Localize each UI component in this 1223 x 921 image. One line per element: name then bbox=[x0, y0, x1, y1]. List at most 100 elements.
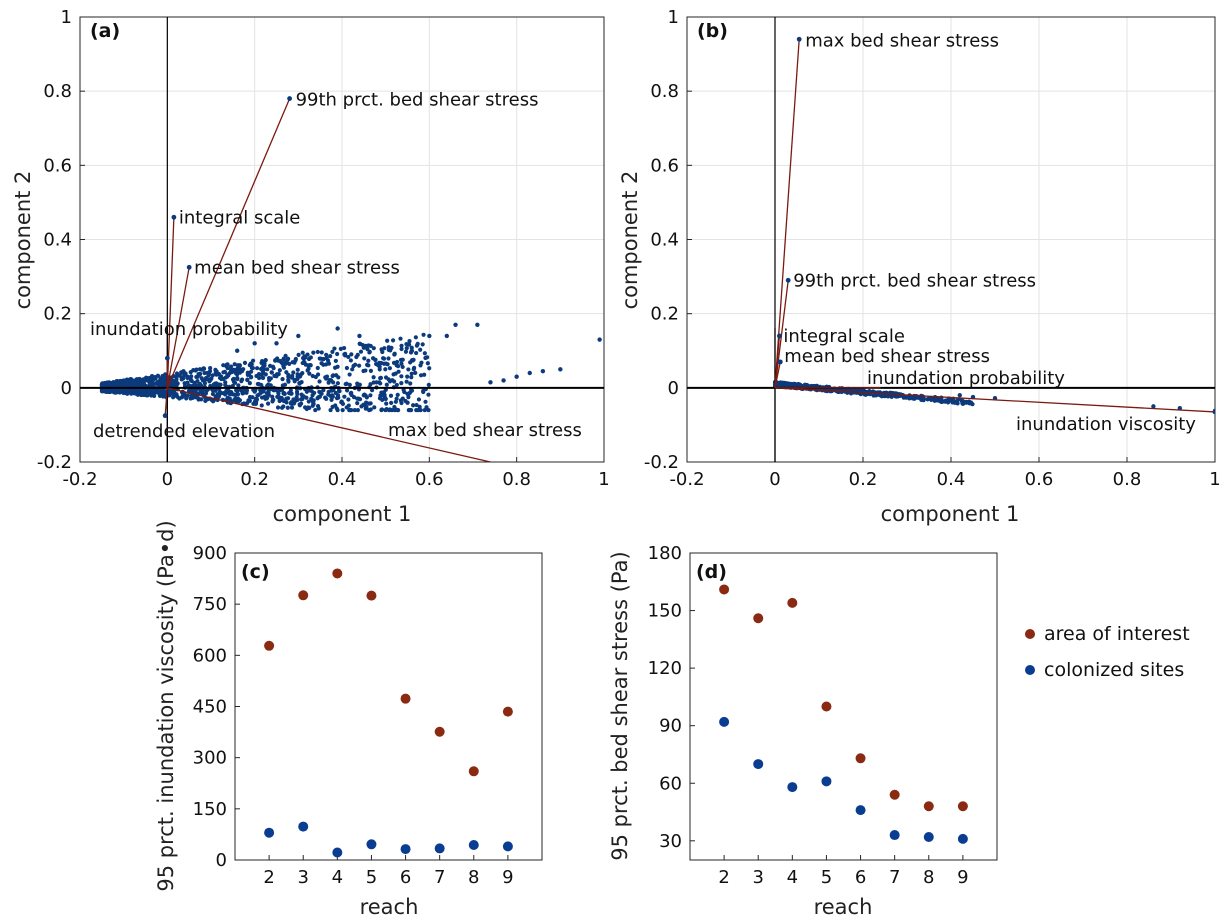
a-score-point bbox=[371, 375, 376, 380]
c-ytick-label-0: 0 bbox=[216, 850, 227, 871]
a-score-point bbox=[346, 397, 351, 402]
a-score-point bbox=[426, 392, 431, 397]
a-score-point bbox=[421, 332, 426, 337]
a-score-outlier-17 bbox=[252, 341, 257, 346]
d-point-1-4 bbox=[855, 805, 866, 816]
a-score-point bbox=[409, 388, 415, 393]
a-score-point bbox=[224, 388, 229, 394]
a-score-point bbox=[355, 401, 360, 406]
a-score-point bbox=[271, 366, 276, 371]
a-score-point bbox=[418, 363, 423, 368]
c-xtick-label-1: 3 bbox=[297, 867, 308, 888]
a-score-point bbox=[399, 374, 404, 379]
a-score-point bbox=[382, 392, 387, 397]
a-score-point bbox=[372, 405, 377, 410]
a-score-point bbox=[365, 346, 370, 352]
a-score-outlier-5 bbox=[501, 378, 506, 383]
a-score-point bbox=[342, 394, 347, 399]
b-loading-label-1: 99th prct. bed shear stress bbox=[793, 270, 1036, 291]
a-score-point bbox=[368, 368, 374, 373]
a-score-point bbox=[155, 389, 160, 395]
a-score-point bbox=[330, 394, 335, 399]
b-loading-line-2 bbox=[774, 335, 781, 388]
a-score-point bbox=[399, 400, 404, 406]
b-loading-label-0: max bed shear stress bbox=[805, 30, 999, 51]
a-score-point bbox=[420, 342, 425, 347]
a-score-point bbox=[333, 390, 338, 396]
a-score-point bbox=[247, 363, 252, 368]
a-score-point bbox=[276, 391, 281, 396]
a-score-point bbox=[396, 369, 401, 374]
a-score-point bbox=[387, 407, 392, 413]
a-score-point bbox=[284, 359, 289, 364]
a-loading-tip-2 bbox=[186, 264, 192, 270]
a-score-point bbox=[382, 346, 387, 351]
c-axes-box bbox=[234, 552, 543, 861]
a-score-point bbox=[384, 382, 389, 387]
b-loading-tip-3 bbox=[777, 359, 783, 365]
a-score-point bbox=[383, 407, 388, 413]
a-score-point bbox=[153, 375, 158, 380]
a-score-point bbox=[400, 364, 405, 370]
a-score-point bbox=[383, 375, 389, 380]
a-score-outlier-3 bbox=[527, 370, 532, 376]
a-score-point bbox=[188, 370, 193, 375]
a-ytick-label-5: 0.8 bbox=[43, 81, 72, 102]
a-score-point bbox=[245, 401, 250, 406]
b-score-point bbox=[925, 397, 930, 402]
a-score-point bbox=[336, 388, 342, 393]
a-score-point bbox=[204, 376, 210, 382]
a-score-point bbox=[358, 349, 364, 354]
a-score-point bbox=[411, 403, 416, 408]
a-loading-line-1 bbox=[166, 217, 175, 388]
a-score-point bbox=[306, 363, 311, 368]
a-score-point bbox=[422, 372, 427, 377]
d-point-0-0 bbox=[719, 584, 730, 595]
a-score-point bbox=[290, 373, 295, 379]
a-score-point bbox=[268, 383, 273, 388]
a-score-point bbox=[413, 335, 418, 340]
a-score-point bbox=[289, 405, 295, 410]
a-score-point bbox=[225, 366, 230, 371]
c-ytick-label-1: 150 bbox=[193, 799, 227, 820]
b-xtick-label-4: 0.6 bbox=[1025, 469, 1054, 490]
a-score-point bbox=[315, 365, 320, 371]
a-score-outlier-15 bbox=[296, 333, 301, 339]
a-loading-label-1: integral scale bbox=[179, 207, 301, 228]
a-score-point bbox=[407, 407, 412, 413]
a-score-point bbox=[342, 345, 347, 351]
b-score-point bbox=[879, 394, 884, 399]
a-score-point bbox=[207, 369, 213, 374]
b-score-point bbox=[796, 382, 801, 387]
a-score-point bbox=[281, 391, 286, 396]
a-score-point bbox=[391, 372, 396, 377]
a-score-point bbox=[265, 367, 270, 372]
a-score-point bbox=[208, 377, 213, 383]
b-loading-line-1 bbox=[774, 280, 789, 388]
a-score-point bbox=[283, 353, 288, 358]
a-score-point bbox=[239, 379, 244, 384]
a-score-point bbox=[399, 361, 404, 366]
a-score-point bbox=[379, 390, 384, 395]
a-score-point bbox=[334, 406, 339, 411]
b-loading-line-3 bbox=[774, 361, 781, 388]
a-score-point bbox=[411, 367, 416, 372]
a-score-point bbox=[189, 374, 194, 379]
a-score-point bbox=[418, 347, 423, 352]
a-score-outlier-16 bbox=[274, 341, 279, 346]
a-score-point bbox=[257, 375, 262, 381]
a-score-point bbox=[128, 378, 133, 383]
c-xtick-label-6: 8 bbox=[468, 867, 479, 888]
a-score-point bbox=[213, 388, 218, 393]
d-point-1-2 bbox=[787, 782, 798, 793]
a-score-point bbox=[222, 392, 228, 397]
d-xtick-label-3: 5 bbox=[821, 867, 832, 888]
c-ytick-label-3: 450 bbox=[193, 697, 227, 718]
a-score-point bbox=[163, 372, 168, 377]
a-score-point bbox=[338, 346, 343, 352]
a-score-point bbox=[211, 382, 216, 387]
a-ytick-label-4: 0.6 bbox=[43, 155, 72, 176]
a-score-point bbox=[357, 382, 362, 387]
c-point-0-1 bbox=[298, 590, 309, 601]
